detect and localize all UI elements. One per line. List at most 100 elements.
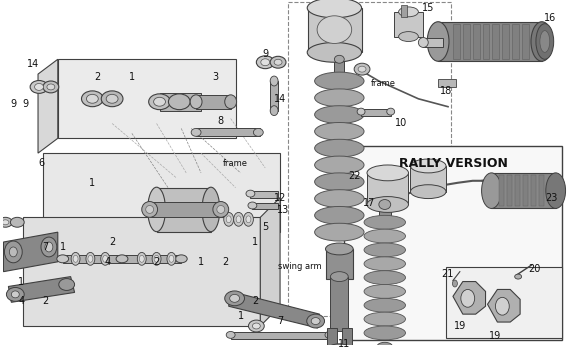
Bar xyxy=(463,24,470,59)
Text: 2: 2 xyxy=(153,257,160,267)
Bar xyxy=(473,24,479,59)
Ellipse shape xyxy=(315,156,364,174)
Text: 1: 1 xyxy=(238,311,243,321)
Ellipse shape xyxy=(6,288,24,301)
Ellipse shape xyxy=(5,241,22,263)
Text: 10: 10 xyxy=(394,118,407,128)
Ellipse shape xyxy=(169,255,174,262)
Ellipse shape xyxy=(418,38,428,47)
Bar xyxy=(401,5,408,17)
Ellipse shape xyxy=(274,59,282,65)
Bar xyxy=(410,166,446,192)
Bar xyxy=(63,255,122,263)
Bar xyxy=(253,202,278,209)
Ellipse shape xyxy=(43,81,59,93)
Bar xyxy=(160,93,201,111)
Ellipse shape xyxy=(536,24,553,59)
Polygon shape xyxy=(38,59,58,153)
Text: 2: 2 xyxy=(94,72,100,82)
Ellipse shape xyxy=(317,16,352,44)
Ellipse shape xyxy=(315,89,364,107)
Text: 4: 4 xyxy=(104,257,110,267)
Text: 18: 18 xyxy=(440,86,452,96)
Ellipse shape xyxy=(325,332,334,338)
Text: 17: 17 xyxy=(363,198,375,208)
Ellipse shape xyxy=(73,255,78,262)
Ellipse shape xyxy=(57,255,68,263)
Text: 19: 19 xyxy=(454,321,466,331)
Text: 2: 2 xyxy=(253,296,258,306)
Text: 9: 9 xyxy=(10,99,17,109)
Polygon shape xyxy=(453,282,486,314)
Ellipse shape xyxy=(253,323,260,329)
Ellipse shape xyxy=(335,55,344,63)
Ellipse shape xyxy=(364,312,405,326)
Bar xyxy=(344,146,561,340)
Text: 1: 1 xyxy=(89,178,95,188)
Bar xyxy=(231,332,329,339)
Polygon shape xyxy=(3,232,58,272)
Text: 3: 3 xyxy=(213,72,219,82)
Ellipse shape xyxy=(315,223,364,241)
Text: frame: frame xyxy=(223,158,248,168)
Bar xyxy=(250,191,278,198)
Ellipse shape xyxy=(248,202,257,209)
Ellipse shape xyxy=(190,95,202,109)
Polygon shape xyxy=(229,291,320,328)
Ellipse shape xyxy=(10,217,24,227)
Ellipse shape xyxy=(116,255,128,263)
Ellipse shape xyxy=(88,255,93,262)
Ellipse shape xyxy=(87,94,98,103)
Ellipse shape xyxy=(41,237,57,257)
Bar xyxy=(539,175,544,207)
Bar xyxy=(379,205,390,224)
Text: 1: 1 xyxy=(60,242,66,252)
Bar xyxy=(394,12,424,37)
Ellipse shape xyxy=(357,108,365,115)
Ellipse shape xyxy=(45,242,53,252)
Bar xyxy=(150,201,221,217)
Ellipse shape xyxy=(148,187,165,232)
Bar xyxy=(196,95,231,109)
Ellipse shape xyxy=(377,342,393,349)
Bar xyxy=(122,255,181,263)
Text: 1: 1 xyxy=(253,237,258,247)
Text: RALLY VERSION: RALLY VERSION xyxy=(398,156,507,170)
Ellipse shape xyxy=(167,252,176,265)
Bar xyxy=(308,8,362,52)
Ellipse shape xyxy=(325,243,353,255)
Ellipse shape xyxy=(191,128,201,136)
Text: 5: 5 xyxy=(262,222,268,232)
Ellipse shape xyxy=(398,32,418,42)
Ellipse shape xyxy=(315,72,364,90)
Ellipse shape xyxy=(9,247,17,257)
Text: 20: 20 xyxy=(528,264,540,274)
Ellipse shape xyxy=(307,314,324,328)
Bar xyxy=(331,277,348,331)
Bar xyxy=(377,347,393,349)
Ellipse shape xyxy=(152,252,161,265)
Polygon shape xyxy=(43,153,280,232)
Ellipse shape xyxy=(331,272,348,282)
Bar xyxy=(196,128,260,136)
Polygon shape xyxy=(260,198,280,326)
Ellipse shape xyxy=(410,185,446,199)
Text: 2: 2 xyxy=(42,296,48,306)
Bar xyxy=(438,79,456,87)
Bar xyxy=(361,109,390,116)
Polygon shape xyxy=(487,289,520,322)
Bar xyxy=(328,328,337,349)
Ellipse shape xyxy=(515,274,522,279)
Ellipse shape xyxy=(226,216,231,223)
Polygon shape xyxy=(23,217,260,326)
Ellipse shape xyxy=(315,122,364,140)
Ellipse shape xyxy=(410,159,446,173)
Bar xyxy=(288,2,451,316)
Ellipse shape xyxy=(364,229,405,243)
Ellipse shape xyxy=(398,7,418,17)
Text: 11: 11 xyxy=(338,339,351,349)
Ellipse shape xyxy=(315,139,364,157)
Bar xyxy=(157,188,211,232)
Bar xyxy=(492,24,499,59)
Ellipse shape xyxy=(315,106,364,124)
